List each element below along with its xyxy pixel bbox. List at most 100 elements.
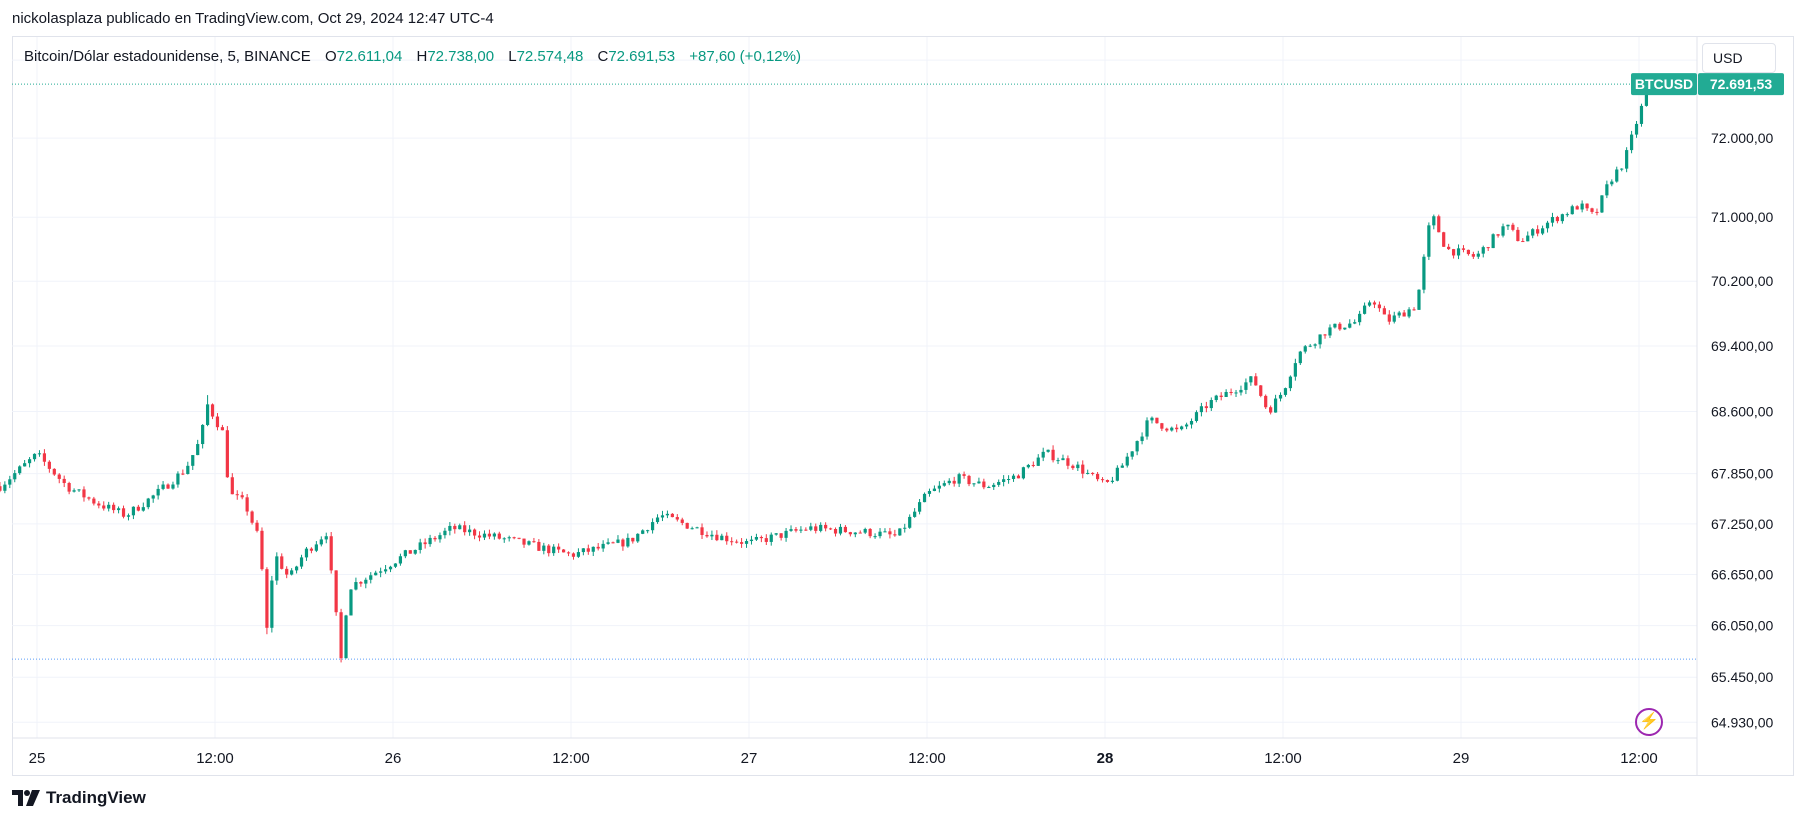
low-value: 72.574,48 bbox=[516, 48, 584, 65]
candle-body bbox=[992, 484, 996, 488]
candle-body bbox=[680, 519, 684, 523]
candle-body bbox=[201, 424, 205, 445]
candle-body bbox=[922, 493, 927, 503]
candle-body bbox=[418, 542, 422, 550]
close-value: 72.691,53 bbox=[608, 48, 676, 65]
candle-body bbox=[42, 453, 47, 462]
candle-body bbox=[739, 542, 744, 544]
candle-body bbox=[1481, 247, 1485, 254]
candle-body bbox=[1466, 249, 1471, 255]
candle-body bbox=[591, 546, 595, 552]
candle-body bbox=[1407, 309, 1411, 317]
candle-body bbox=[235, 494, 239, 496]
candle-body bbox=[354, 582, 358, 590]
time-tick-label: 12:00 bbox=[196, 750, 234, 767]
candle-body bbox=[932, 488, 937, 491]
candle-body bbox=[1234, 392, 1238, 394]
candle-body bbox=[1194, 412, 1199, 421]
candle-body bbox=[1531, 229, 1535, 236]
candle-body bbox=[1041, 451, 1045, 458]
candle-body bbox=[873, 536, 877, 538]
tradingview-logo[interactable]: TradingView bbox=[12, 788, 146, 808]
candle-body bbox=[468, 529, 472, 533]
candle-body bbox=[1392, 315, 1396, 322]
candle-body bbox=[1501, 226, 1505, 236]
candle-body bbox=[448, 525, 452, 531]
candle-body bbox=[1105, 479, 1110, 482]
candle-body bbox=[670, 513, 674, 518]
candle-body bbox=[1264, 395, 1268, 408]
candle-body bbox=[1362, 305, 1367, 314]
candle-body bbox=[947, 480, 951, 484]
candle-body bbox=[116, 508, 121, 511]
change-value: +87,60 (+0,12%) bbox=[689, 48, 801, 65]
candle-body bbox=[868, 528, 872, 537]
candle-body bbox=[1540, 228, 1545, 234]
candle-body bbox=[1199, 406, 1204, 413]
candle-body bbox=[804, 529, 808, 531]
candle-body bbox=[255, 522, 259, 531]
candle-body bbox=[57, 474, 61, 479]
candle-body bbox=[1036, 457, 1040, 466]
candle-body bbox=[626, 537, 630, 547]
candle-body bbox=[107, 504, 111, 509]
candle-body bbox=[561, 549, 566, 553]
candle-body bbox=[576, 552, 581, 557]
candle-body bbox=[1491, 234, 1495, 249]
candle-body bbox=[552, 546, 556, 554]
candle-body bbox=[359, 582, 363, 584]
candle-body bbox=[1219, 395, 1223, 397]
lightning-icon[interactable]: ⚡ bbox=[1635, 708, 1663, 736]
candle-body bbox=[309, 548, 314, 551]
candle-body bbox=[339, 612, 343, 659]
candle-body bbox=[1625, 150, 1629, 169]
candle-body bbox=[1184, 424, 1189, 427]
price-tick-label: 64.930,00 bbox=[1711, 714, 1773, 730]
candle-body bbox=[759, 536, 763, 539]
candle-body bbox=[1056, 460, 1060, 462]
candle-body bbox=[1283, 388, 1288, 395]
price-axis: 73.000,0072.000,0071.000,0070.200,0069.4… bbox=[1696, 37, 1773, 775]
candle-body bbox=[1081, 464, 1085, 474]
candle-body bbox=[265, 569, 269, 628]
candle-body bbox=[507, 537, 511, 539]
price-tick-label: 72.000,00 bbox=[1711, 130, 1773, 146]
candle-body bbox=[893, 534, 897, 536]
candle-body bbox=[1214, 395, 1218, 401]
candle-body bbox=[1318, 334, 1322, 345]
candle-body bbox=[1555, 217, 1560, 222]
candle-body bbox=[1298, 351, 1302, 364]
candle-body bbox=[3, 484, 7, 491]
candle-body bbox=[210, 404, 215, 417]
symbol-description[interactable]: Bitcoin/Dólar estadounidense, 5, BINANCE bbox=[24, 48, 311, 65]
candle-body bbox=[754, 536, 759, 540]
candle-body bbox=[270, 580, 274, 628]
candle-body bbox=[898, 528, 902, 536]
candle-body bbox=[1016, 475, 1021, 479]
candle-body bbox=[532, 541, 536, 543]
candle-body bbox=[1269, 407, 1273, 413]
candle-body bbox=[32, 453, 37, 460]
candle-body bbox=[586, 548, 590, 552]
candle-body bbox=[784, 530, 788, 538]
candle-body bbox=[1437, 216, 1441, 233]
candle-body bbox=[1273, 398, 1278, 413]
candle-body bbox=[581, 548, 585, 553]
currency-selector[interactable]: USD bbox=[1702, 43, 1776, 73]
candle-body bbox=[1021, 467, 1026, 479]
candle-body bbox=[458, 525, 462, 530]
candle-body bbox=[463, 525, 467, 533]
candle-body bbox=[1061, 458, 1065, 461]
candle-body bbox=[1422, 256, 1426, 290]
candle-body bbox=[1456, 248, 1461, 256]
time-tick-label: 12:00 bbox=[1264, 750, 1302, 767]
candle-body bbox=[112, 504, 116, 511]
candle-body bbox=[349, 589, 353, 616]
candle-body bbox=[413, 549, 417, 554]
candle-body bbox=[126, 515, 131, 517]
candle-body bbox=[1615, 169, 1619, 182]
candle-body bbox=[1565, 214, 1569, 216]
candle-body bbox=[1011, 475, 1016, 480]
candle-body bbox=[730, 541, 734, 543]
